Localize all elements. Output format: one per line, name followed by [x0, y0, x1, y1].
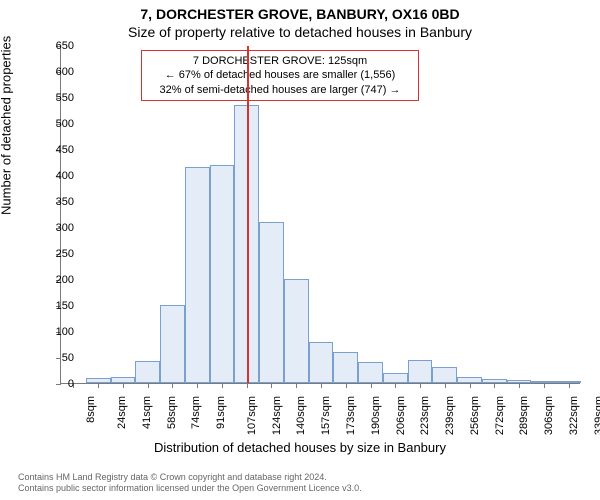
xtick-label: 24sqm — [116, 396, 128, 429]
xtick-label: 91sqm — [215, 396, 227, 429]
xtick-mark — [222, 383, 223, 388]
xtick-mark — [197, 383, 198, 388]
ytick-label: 100 — [56, 326, 74, 338]
xtick-mark — [371, 383, 372, 388]
footer-attribution: Contains HM Land Registry data © Crown c… — [18, 472, 362, 495]
ytick-label: 650 — [56, 40, 74, 52]
ytick-mark — [56, 384, 61, 385]
histogram-bar — [210, 165, 235, 383]
xtick-mark — [123, 383, 124, 388]
xtick-label: 41sqm — [141, 396, 153, 429]
ytick-label: 450 — [56, 144, 74, 156]
chart-container: 7, DORCHESTER GROVE, BANBURY, OX16 0BD S… — [0, 0, 600, 500]
ytick-label: 550 — [56, 92, 74, 104]
chart-subtitle: Size of property relative to detached ho… — [0, 22, 600, 40]
histogram-bar — [259, 222, 284, 383]
xtick-label: 8sqm — [85, 396, 97, 423]
ytick-label: 150 — [56, 300, 74, 312]
xtick-label: 322sqm — [568, 396, 580, 435]
ytick-label: 400 — [56, 170, 74, 182]
histogram-bar — [432, 367, 457, 383]
xtick-label: 339sqm — [593, 396, 600, 435]
annotation-line2: ← 67% of detached houses are smaller (1,… — [148, 68, 412, 82]
xtick-label: 74sqm — [190, 396, 202, 429]
xtick-mark — [544, 383, 545, 388]
xtick-label: 157sqm — [320, 396, 332, 435]
xtick-mark — [470, 383, 471, 388]
histogram-bar — [185, 167, 210, 383]
xtick-label: 58sqm — [166, 396, 178, 429]
ytick-label: 250 — [56, 248, 74, 260]
y-axis-label: Number of detached properties — [0, 36, 14, 215]
xtick-mark — [172, 383, 173, 388]
xtick-mark — [296, 383, 297, 388]
marker-line — [247, 46, 249, 383]
xtick-mark — [569, 383, 570, 388]
ytick-label: 350 — [56, 196, 74, 208]
histogram-bar — [408, 360, 433, 383]
xtick-mark — [445, 383, 446, 388]
xtick-label: 124sqm — [271, 396, 283, 435]
histogram-bar — [284, 279, 309, 383]
xtick-mark — [148, 383, 149, 388]
xtick-label: 289sqm — [518, 396, 530, 435]
xtick-label: 306sqm — [543, 396, 555, 435]
footer-line1: Contains HM Land Registry data © Crown c… — [18, 472, 362, 483]
xtick-mark — [420, 383, 421, 388]
histogram-bar — [358, 362, 383, 383]
histogram-bar — [135, 361, 160, 383]
xtick-mark — [321, 383, 322, 388]
histogram-bar — [309, 342, 334, 383]
x-axis-label: Distribution of detached houses by size … — [0, 440, 600, 455]
xtick-mark — [346, 383, 347, 388]
footer-line2: Contains public sector information licen… — [18, 483, 362, 494]
histogram-bar — [160, 305, 185, 383]
xtick-mark — [247, 383, 248, 388]
xtick-label: 107sqm — [246, 396, 258, 435]
annotation-line1: 7 DORCHESTER GROVE: 125sqm — [148, 54, 412, 68]
ytick-mark — [56, 358, 61, 359]
xtick-label: 206sqm — [395, 396, 407, 435]
xtick-mark — [98, 383, 99, 388]
xtick-label: 223sqm — [419, 396, 431, 435]
histogram-bar — [333, 352, 358, 383]
ytick-label: 500 — [56, 118, 74, 130]
histogram-bar — [383, 373, 408, 383]
xtick-mark — [395, 383, 396, 388]
xtick-label: 140sqm — [296, 396, 308, 435]
xtick-mark — [494, 383, 495, 388]
ytick-label: 50 — [62, 352, 74, 364]
xtick-mark — [271, 383, 272, 388]
annotation-line3: 32% of semi-detached houses are larger (… — [148, 83, 412, 97]
ytick-label: 200 — [56, 274, 74, 286]
chart-title-address: 7, DORCHESTER GROVE, BANBURY, OX16 0BD — [0, 0, 600, 22]
plot-area: 7 DORCHESTER GROVE: 125sqm ← 67% of deta… — [60, 46, 580, 384]
xtick-label: 272sqm — [494, 396, 506, 435]
annotation-box: 7 DORCHESTER GROVE: 125sqm ← 67% of deta… — [141, 50, 419, 101]
xtick-label: 173sqm — [345, 396, 357, 435]
ytick-label: 600 — [56, 66, 74, 78]
xtick-label: 190sqm — [370, 396, 382, 435]
xtick-label: 239sqm — [444, 396, 456, 435]
ytick-label: 300 — [56, 222, 74, 234]
ytick-label: 0 — [68, 378, 74, 390]
xtick-mark — [519, 383, 520, 388]
xtick-label: 256sqm — [469, 396, 481, 435]
